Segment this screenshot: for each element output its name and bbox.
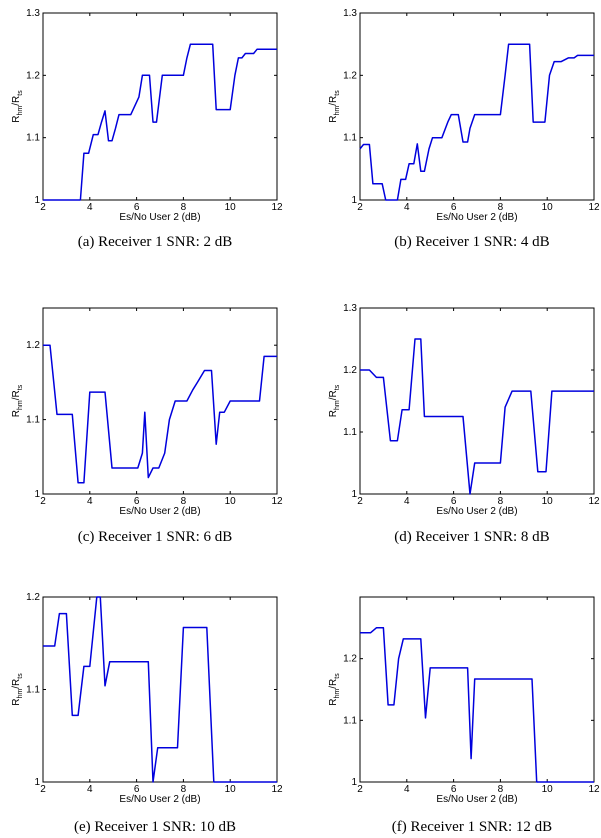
panel-f-ytick-label: 1 — [351, 777, 357, 788]
panel-f-series-line — [360, 627, 594, 783]
panel-a-ytick-label: 1.2 — [26, 70, 40, 81]
panel-f-xtick-label: 8 — [498, 784, 504, 795]
panel-f-x-axis-label: Es/No User 2 (dB) — [436, 794, 517, 805]
panel-a-ytick-label: 1 — [34, 195, 40, 206]
panel-d-caption: (d) Receiver 1 SNR: 8 dB — [394, 529, 549, 545]
panel-e-y-axis-label: Rhm/Rts — [11, 673, 24, 706]
panel-e-series-line — [43, 596, 277, 783]
panel-a-plot-frame — [42, 12, 278, 201]
panel-b-xtick-label: 12 — [588, 202, 600, 213]
panel-d-xtick-label: 8 — [498, 496, 504, 507]
panel-e-caption: (e) Receiver 1 SNR: 10 dB — [74, 819, 236, 835]
panel-b-xtick-label: 6 — [451, 202, 457, 213]
panel-e-xtick-label: 8 — [181, 784, 187, 795]
panel-b: 2 4 6 8 10 12 1 1.1 1.2 1.3 Es/No User 2 (dB) Rhm/R… — [328, 8, 600, 223]
panel-f-xtick-label: 2 — [357, 784, 363, 795]
panel-b-x-axis-label: Es/No User 2 (dB) — [436, 212, 517, 223]
panel-e-ytick-label: 1.1 — [26, 685, 40, 696]
panel-d-plot-frame — [359, 307, 595, 495]
panel-a-ytick-label: 1.1 — [26, 133, 40, 144]
panel-c-x-axis-label: Es/No User 2 (dB) — [119, 506, 200, 517]
panel-c-xtick-label: 4 — [87, 496, 93, 507]
panel-f-ytick-label: 1.2 — [343, 654, 357, 665]
panel-b-plot-frame — [359, 12, 595, 201]
panel-e-ytick-label: 1 — [34, 777, 40, 788]
panel-b-y-axis-label: Rhm/Rts — [328, 90, 341, 123]
panel-e-xtick-label: 2 — [40, 784, 46, 795]
panel-a-ytick-label: 1.3 — [26, 8, 40, 19]
panel-e-plot-frame — [42, 596, 278, 783]
panel-d-ytick-label: 1 — [351, 489, 357, 500]
panel-f-plot-frame — [359, 596, 595, 783]
panel-c-plot-frame — [42, 307, 278, 495]
panel-a-series-line — [43, 43, 277, 201]
panel-b-series-line — [359, 43, 594, 201]
panel-d-xtick-label: 10 — [542, 496, 554, 507]
panel-f: 2 4 6 8 10 12 1 1.1 1.2 Es/No User 2 (dB) Rhm/Rts — [328, 596, 600, 805]
panel-b-xtick-label: 2 — [357, 202, 363, 213]
panel-f-xtick-label: 12 — [588, 784, 600, 795]
panel-e-xtick-label: 6 — [134, 784, 140, 795]
panel-b-caption: (b) Receiver 1 SNR: 4 dB — [394, 234, 549, 250]
panel-d-xtick-label: 2 — [357, 496, 363, 507]
panel-a-x-axis-label: Es/No User 2 (dB) — [119, 212, 200, 223]
panel-a-xtick-label: 10 — [225, 202, 237, 213]
panel-c-caption: (c) Receiver 1 SNR: 6 dB — [78, 529, 233, 545]
panel-a-xtick-label: 4 — [87, 202, 93, 213]
panel-b-ytick-label: 1.3 — [343, 8, 357, 19]
panel-e-x-axis-label: Es/No User 2 (dB) — [119, 794, 200, 805]
panel-b-xtick-label: 8 — [498, 202, 504, 213]
panel-b-ytick-label: 1 — [351, 195, 357, 206]
panel-a-caption: (a) Receiver 1 SNR: 2 dB — [78, 234, 233, 250]
panel-c-xtick-label: 10 — [225, 496, 237, 507]
panel-f-xtick-label: 10 — [542, 784, 554, 795]
panel-c-y-axis-label: Rhm/Rts — [11, 384, 24, 417]
panel-a-xtick-label: 6 — [134, 202, 140, 213]
panel-b-xtick-label: 10 — [542, 202, 554, 213]
panel-d-xtick-label: 4 — [404, 496, 410, 507]
panel-d: 2 4 6 8 10 12 1 1.1 1.2 1.3 Es/No User 2 (dB) Rhm/R… — [328, 303, 600, 517]
panel-d-xtick-label: 6 — [451, 496, 457, 507]
panel-c-ytick-label: 1.2 — [26, 340, 40, 351]
panel-c-series-line — [43, 344, 277, 484]
panel-f-xtick-label: 6 — [451, 784, 457, 795]
panel-c-ytick-label: 1 — [34, 489, 40, 500]
panel-d-y-axis-label: Rhm/Rts — [328, 384, 341, 417]
panel-b-ytick-label: 1.1 — [343, 133, 357, 144]
panel-d-series-line — [360, 338, 594, 495]
panel-c-xtick-label: 2 — [40, 496, 46, 507]
panel-c-xtick-label: 12 — [271, 496, 283, 507]
panel-e-xtick-label: 4 — [87, 784, 93, 795]
panel-d-xtick-label: 12 — [588, 496, 600, 507]
panel-d-ytick-label: 1.2 — [343, 365, 357, 376]
panel-a: 2 4 6 8 10 12 1 1.1 1.2 1.3 Es/No User 2 (dB) Rhm/R… — [11, 8, 283, 223]
panel-a-xtick-label: 2 — [40, 202, 46, 213]
panel-a-y-axis-label: Rhm/Rts — [11, 90, 24, 123]
panel-b-xtick-label: 4 — [404, 202, 410, 213]
panel-a-xtick-label: 12 — [271, 202, 283, 213]
panel-c-xtick-label: 8 — [181, 496, 187, 507]
panel-a-xtick-label: 8 — [181, 202, 187, 213]
panel-c-ytick-label: 1.1 — [26, 415, 40, 426]
panel-f-xtick-label: 4 — [404, 784, 410, 795]
panel-f-y-axis-label: Rhm/Rts — [328, 673, 341, 706]
panel-e: 2 4 6 8 10 12 1 1.1 1.2 Es/No User 2 (dB) Rhm/Rts — [11, 592, 283, 805]
panel-e-xtick-label: 10 — [225, 784, 237, 795]
panel-d-ytick-label: 1.1 — [343, 427, 357, 438]
panel-b-ytick-label: 1.2 — [343, 70, 357, 81]
panel-f-caption: (f) Receiver 1 SNR: 12 dB — [392, 819, 552, 835]
panel-c-xtick-label: 6 — [134, 496, 140, 507]
panel-d-x-axis-label: Es/No User 2 (dB) — [436, 506, 517, 517]
panel-c: 2 4 6 8 10 12 1 1.1 1.2 Es/No User 2 (dB) Rhm/Rts — [11, 307, 283, 517]
panel-f-ytick-label: 1.1 — [343, 715, 357, 726]
panel-e-ytick-label: 1.2 — [26, 592, 40, 603]
panel-e-xtick-label: 12 — [271, 784, 283, 795]
panel-d-ytick-label: 1.3 — [343, 303, 357, 314]
